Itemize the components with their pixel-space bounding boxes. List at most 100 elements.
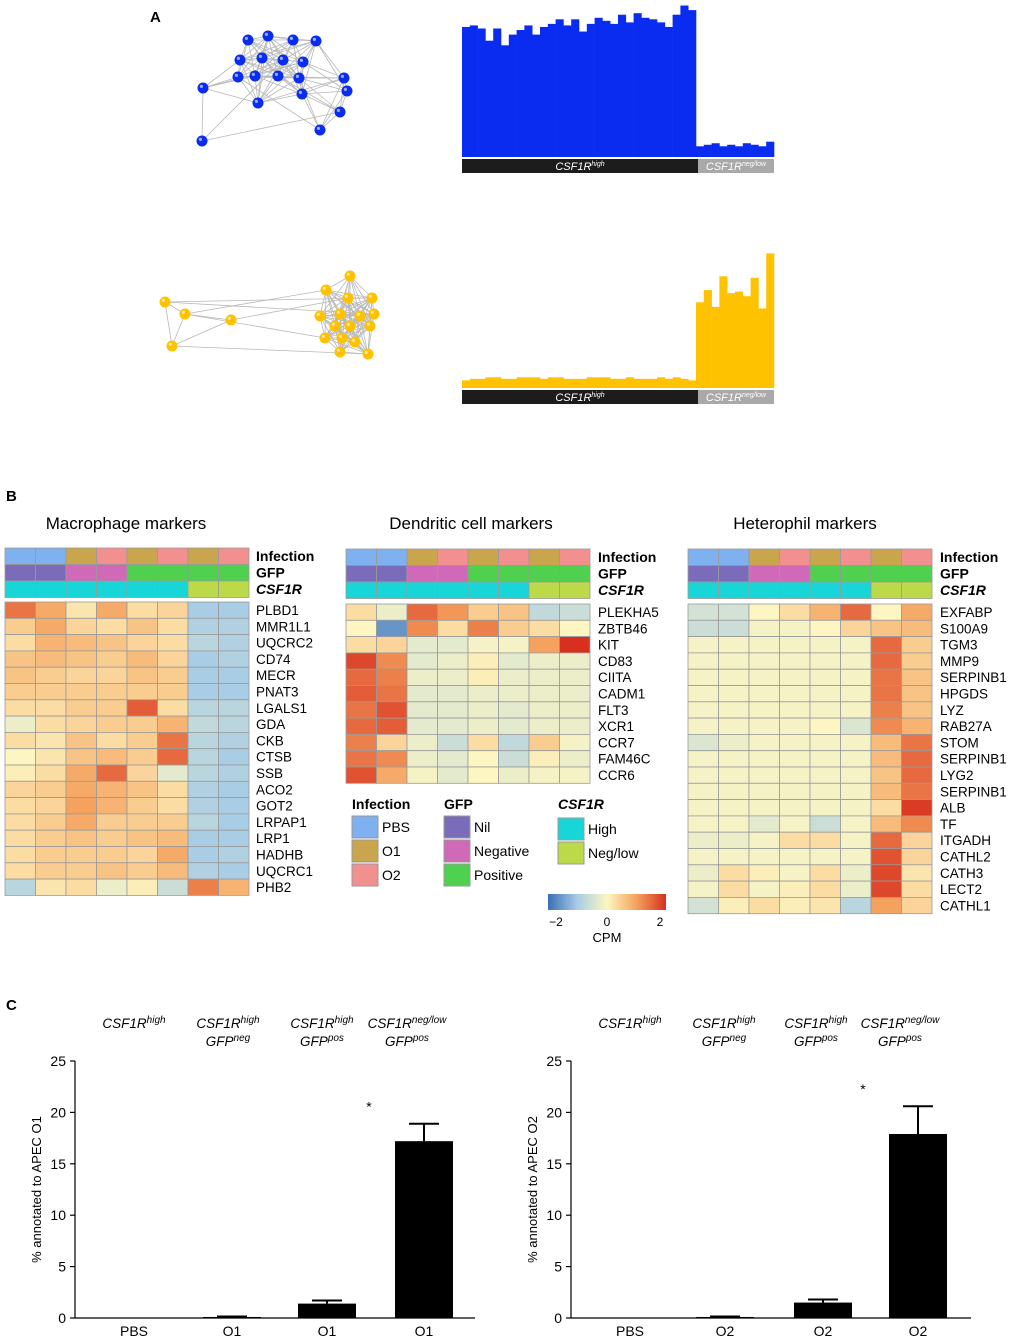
- annotation-cell: [345, 565, 377, 583]
- heatmap-cell: [345, 636, 377, 654]
- group-label-gfp-sup: neg: [234, 1033, 251, 1044]
- blue-edge: [298, 77, 321, 131]
- legend-swatch-negative: [443, 839, 471, 863]
- heatmap-cell: [718, 831, 750, 849]
- heatmap-row-label: CKB: [256, 733, 284, 748]
- blue-profile-bar: [532, 34, 541, 157]
- heatmap-cell: [528, 668, 560, 686]
- blue-node: [262, 30, 274, 42]
- heatmap-cell: [809, 636, 841, 654]
- annotation-cell: [559, 565, 591, 583]
- blue-node-highlight: [251, 72, 255, 76]
- annotation-cell: [528, 581, 560, 599]
- heatmap-cell: [467, 652, 499, 670]
- y-tick-label: 15: [50, 1156, 66, 1172]
- y-tick-label: 25: [546, 1053, 562, 1069]
- heatmap-cell: [218, 634, 250, 652]
- blue-node-highlight: [234, 73, 238, 77]
- heatmap-cell: [559, 734, 591, 752]
- annotation-cell: [4, 547, 36, 565]
- annotation-cell: [35, 564, 67, 582]
- blue-node-highlight: [279, 56, 283, 61]
- heatmap-cell: [4, 617, 36, 635]
- heatmap-cell: [901, 831, 933, 849]
- heatmap-cell: [687, 701, 719, 719]
- heatmap-cell: [4, 715, 36, 733]
- heatmap-cell: [35, 617, 67, 635]
- gold-edge: [359, 315, 369, 355]
- blue-edge: [319, 90, 348, 131]
- heatmap-row-label: EXFABP: [940, 605, 993, 620]
- group-label-gene: CSF1R: [784, 1016, 829, 1031]
- bar-chart-1: 0 5 10 15 20 25 % annotated to APEC O1 PBS CSF1R…: [29, 1015, 475, 1339]
- gold-node-highlight: [181, 310, 185, 314]
- heatmap-cell: [870, 766, 902, 784]
- heatmap-cell: [376, 652, 408, 670]
- blue-edge: [301, 40, 317, 95]
- x-tick-label: PBS: [616, 1323, 644, 1339]
- heatmap-cell: [687, 717, 719, 735]
- annotation-cell: [901, 565, 933, 583]
- heatmap-cell: [870, 864, 902, 882]
- heatmap-cell: [96, 650, 128, 668]
- gold-profile-bar: [524, 377, 533, 388]
- heatmap-cell: [687, 668, 719, 686]
- gold-node-highlight: [346, 322, 350, 326]
- heatmap-cell: [687, 734, 719, 752]
- annotation-cell: [437, 581, 469, 599]
- blue-profile-bar: [633, 13, 642, 158]
- group-label-gfp: GFP: [385, 1034, 413, 1049]
- blue-profile-bar: [493, 28, 502, 158]
- gold-edge: [334, 313, 375, 327]
- gold-profile-bar: [711, 306, 720, 388]
- gold-node-highlight: [344, 294, 348, 298]
- heatmap-cell: [406, 734, 438, 752]
- gold-node: [179, 308, 191, 320]
- annotation-cell: [157, 547, 189, 565]
- heatmap-cell: [126, 878, 158, 896]
- heatmap-cell: [35, 699, 67, 717]
- blue-profile-bar: [610, 23, 619, 157]
- heatmap-cell: [718, 734, 750, 752]
- gold-profile-bar: [719, 276, 728, 388]
- heatmap-cell: [65, 797, 97, 815]
- heatmap-cell: [345, 766, 377, 784]
- heatmap-cell: [498, 750, 530, 768]
- gold-node-highlight: [370, 310, 374, 314]
- heatmap-cell: [718, 685, 750, 703]
- heatmap-row-label: GOT2: [256, 799, 293, 814]
- group-label-gfp-sup: pos: [905, 1033, 922, 1044]
- annotation-label: Infection: [598, 549, 656, 565]
- heatmap-cell: [4, 846, 36, 864]
- heatmap-cell: [840, 848, 872, 866]
- blue-profile-bar: [618, 14, 627, 157]
- heatmap-cell: [779, 848, 811, 866]
- blue-profile-bar: [563, 25, 572, 158]
- csf1r-high-label-gold: CSF1Rhigh: [555, 392, 604, 404]
- annotation-cell: [345, 548, 377, 566]
- annotation-cell: [126, 564, 158, 582]
- heatmap-cell: [157, 780, 189, 798]
- heatmap-cell: [809, 619, 841, 637]
- heatmap-cell: [779, 864, 811, 882]
- blue-edge: [257, 61, 304, 104]
- annotation-cell: [870, 548, 902, 566]
- heatmap-cell: [437, 766, 469, 784]
- legend-csf1r-title: CSF1R: [558, 796, 605, 812]
- heatmap-cell: [406, 717, 438, 735]
- legend-swatch-positive: [443, 863, 471, 887]
- heatmap-cell: [187, 813, 219, 831]
- gold-profile-bar: [742, 296, 751, 388]
- heatmap-cell: [718, 668, 750, 686]
- gold-profile-bar: [516, 377, 525, 388]
- heatmap-cell: [467, 701, 499, 719]
- heatmap-cell: [4, 829, 36, 847]
- heatmap-cell: [870, 717, 902, 735]
- heatmap-cell: [901, 848, 933, 866]
- gold-node: [344, 320, 356, 332]
- heatmap-cell: [126, 683, 158, 701]
- heatmap-cell: [840, 668, 872, 686]
- blue-node: [242, 34, 254, 46]
- blue-node: [334, 106, 346, 118]
- heatmap-cell: [467, 685, 499, 703]
